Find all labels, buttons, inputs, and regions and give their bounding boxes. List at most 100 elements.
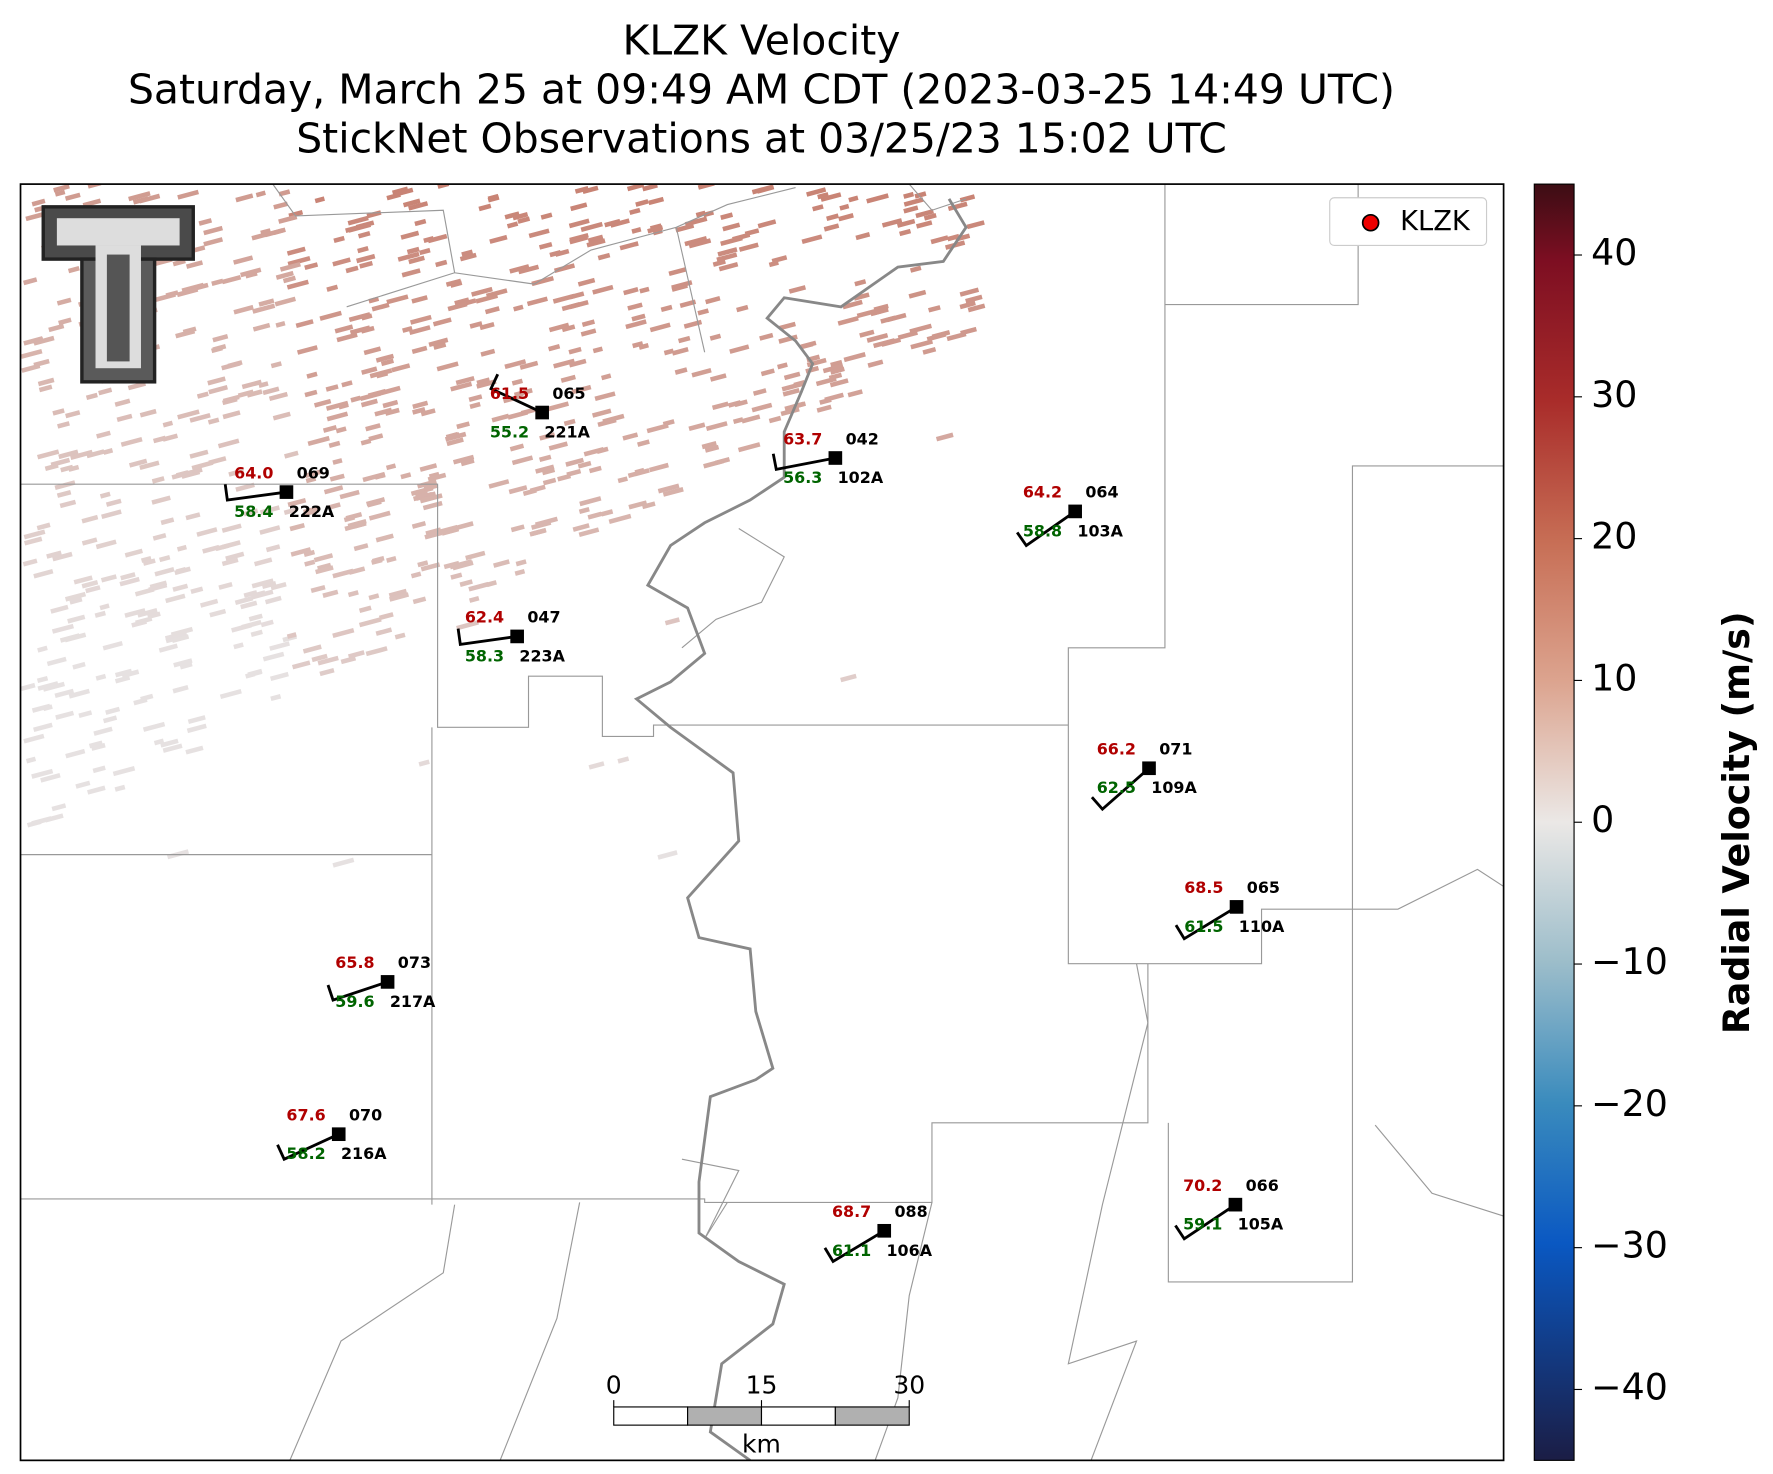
radar-gate <box>712 259 726 267</box>
radar-gate <box>444 431 467 442</box>
radar-gate <box>446 526 459 535</box>
radar-gate <box>233 255 254 265</box>
radar-gate <box>397 251 420 262</box>
radar-gate <box>177 409 200 420</box>
radar-gate <box>69 597 83 605</box>
county-borders <box>20 184 1504 1461</box>
radar-gate <box>580 328 597 337</box>
radar-gate <box>348 312 371 323</box>
radar-gate <box>33 722 53 733</box>
radar-gate <box>729 344 750 354</box>
radar-gate <box>185 260 204 269</box>
station-marker <box>1229 900 1244 914</box>
radar-gate <box>648 462 669 473</box>
radar-gate <box>548 343 561 352</box>
radar-gate <box>114 784 126 792</box>
pressure: 047 <box>527 608 560 627</box>
radar-gate <box>788 285 807 294</box>
radar-gate <box>459 579 473 587</box>
radar-gate <box>591 408 612 418</box>
radar-gate <box>165 290 179 298</box>
radar-gate <box>160 738 179 748</box>
radar-gate <box>120 572 136 581</box>
radar-gate <box>217 438 240 449</box>
radar-gate <box>119 576 140 587</box>
radar-gate <box>577 277 596 287</box>
radar-gate <box>304 469 323 478</box>
scale-tick-label: 15 <box>746 1370 778 1399</box>
radar-gate <box>375 371 389 379</box>
radar-gate <box>418 759 430 767</box>
radar-gate <box>235 482 255 492</box>
radar-gate <box>641 501 656 510</box>
radar-gate <box>359 260 373 269</box>
station-id: 217A <box>390 992 436 1011</box>
radar-gate <box>903 191 915 199</box>
stations: 61.5 065 55.2 221A 64.0 069 58.4 222A 63.7 042 56.… <box>223 373 1285 1264</box>
radar-gate <box>588 761 605 770</box>
radar-gate <box>33 569 54 579</box>
map-frame <box>19 183 1505 1462</box>
radar-gate <box>422 500 443 511</box>
radar-gate <box>218 582 233 590</box>
radar-gate <box>880 315 896 324</box>
radar-gate <box>25 211 47 222</box>
radar-gate <box>400 230 420 240</box>
radar-gate <box>631 227 642 234</box>
radar-gate <box>510 524 525 533</box>
radar-gate <box>259 525 281 535</box>
radar-gate <box>627 302 643 311</box>
dewpoint: 62.5 <box>1097 778 1136 797</box>
radar-gate <box>420 562 441 572</box>
radar-gate <box>81 580 99 589</box>
radar-gate <box>528 228 550 239</box>
scale-tick-label: 30 <box>893 1370 925 1399</box>
radar-gate <box>493 559 510 568</box>
radar-gate <box>357 246 369 254</box>
radar-gate <box>529 528 547 537</box>
wind-barb <box>489 373 543 414</box>
radar-gate <box>87 785 106 795</box>
radar-gate <box>361 366 378 375</box>
radar-gate <box>608 513 632 524</box>
radar-gate <box>52 551 73 562</box>
radar-gate <box>221 557 239 567</box>
radar-gate <box>358 617 382 628</box>
radar-gate <box>517 216 531 224</box>
radar-gate <box>539 432 556 441</box>
river <box>633 198 968 1461</box>
radar-gate <box>350 395 361 403</box>
radar-gate <box>571 384 592 395</box>
radar-gate <box>552 293 575 304</box>
radar-gate <box>56 489 72 498</box>
radar-gate <box>384 407 400 416</box>
radar-gate <box>967 303 986 313</box>
radar-gate <box>668 267 687 277</box>
pressure: 042 <box>846 429 879 448</box>
radar-gate <box>307 435 330 446</box>
radar-gate <box>259 505 280 515</box>
radar-gate <box>578 527 600 538</box>
radar-gate <box>402 326 413 333</box>
radar-gate <box>65 410 81 419</box>
temperature: 66.2 <box>1097 740 1136 759</box>
radar-gate <box>303 505 321 515</box>
radar-gate <box>452 454 475 465</box>
wind-barb <box>326 980 389 1002</box>
radar-gate <box>625 319 647 330</box>
radar-gate <box>51 623 74 634</box>
radar-gate <box>701 441 717 450</box>
radar-gate <box>304 389 318 398</box>
radar-gate <box>380 358 395 367</box>
radar-gate <box>311 653 328 663</box>
radar-gate <box>582 185 599 195</box>
radar-gate <box>50 457 71 468</box>
radar-gate <box>382 399 399 409</box>
radar-gate <box>335 426 347 434</box>
radar-gate <box>189 412 211 423</box>
radar-gate <box>303 549 316 557</box>
radar-gate <box>225 551 245 561</box>
radar-gate <box>260 228 271 236</box>
radar-gate <box>264 228 284 238</box>
radar-gate <box>568 358 587 368</box>
